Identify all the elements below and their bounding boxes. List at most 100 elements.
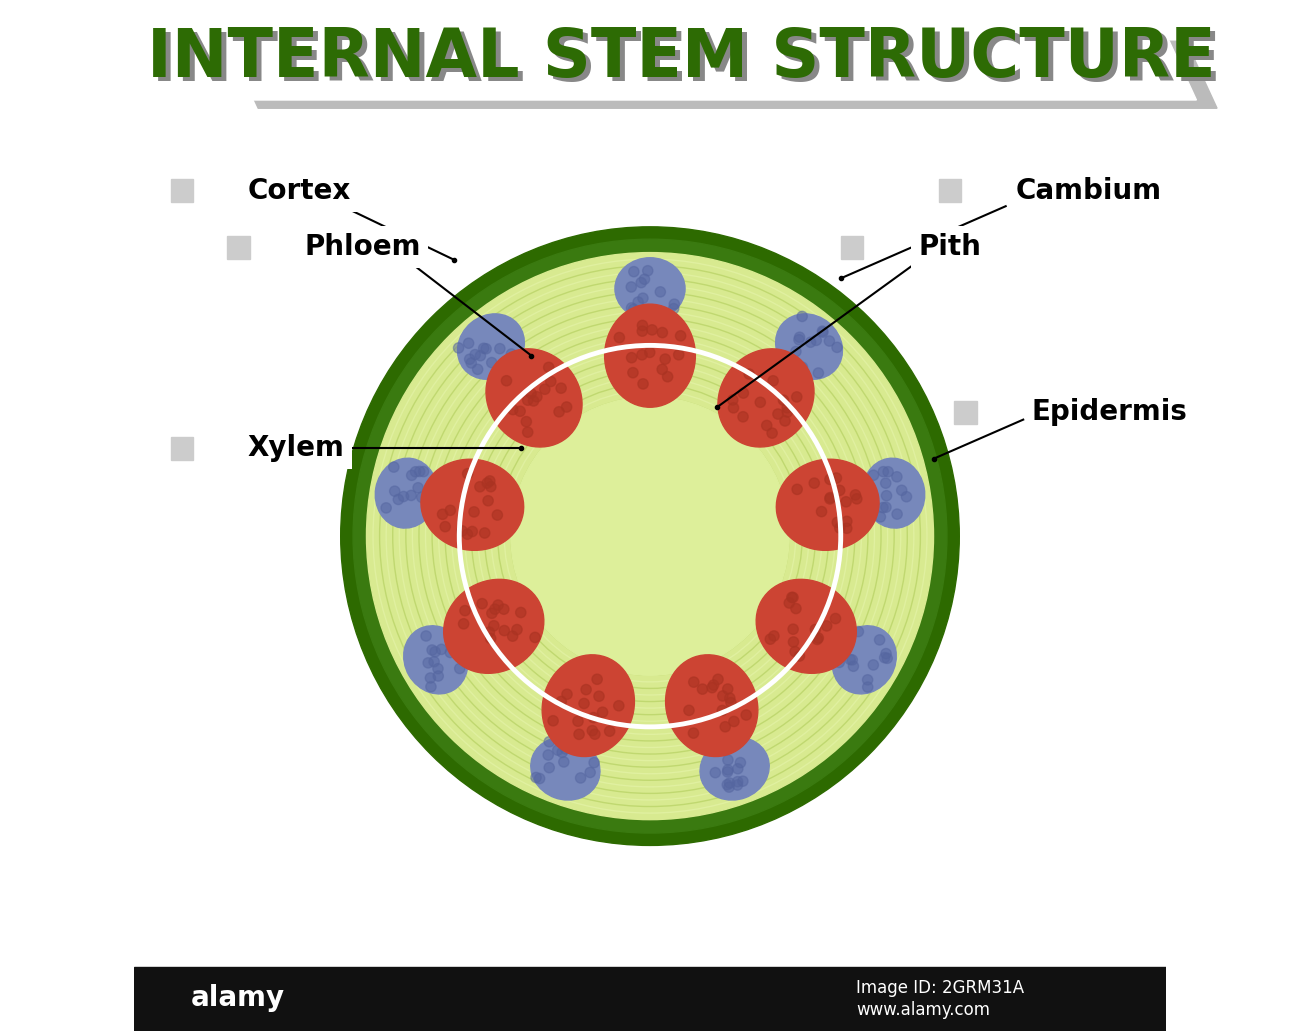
Circle shape bbox=[724, 777, 734, 788]
Ellipse shape bbox=[863, 458, 924, 528]
Circle shape bbox=[499, 626, 510, 636]
Circle shape bbox=[413, 483, 424, 493]
Circle shape bbox=[454, 342, 464, 353]
Circle shape bbox=[892, 471, 902, 481]
Circle shape bbox=[723, 684, 733, 694]
Ellipse shape bbox=[458, 313, 524, 379]
Circle shape bbox=[629, 304, 638, 314]
Circle shape bbox=[573, 717, 584, 727]
Circle shape bbox=[562, 689, 572, 699]
Circle shape bbox=[490, 604, 501, 614]
Circle shape bbox=[411, 467, 421, 477]
Circle shape bbox=[879, 466, 888, 476]
Circle shape bbox=[546, 376, 556, 387]
Circle shape bbox=[523, 427, 533, 437]
Circle shape bbox=[768, 631, 779, 641]
Circle shape bbox=[663, 371, 673, 381]
Circle shape bbox=[636, 277, 646, 288]
Circle shape bbox=[814, 368, 823, 378]
Circle shape bbox=[822, 621, 832, 631]
Ellipse shape bbox=[542, 655, 634, 757]
Circle shape bbox=[810, 625, 820, 635]
Circle shape bbox=[485, 475, 495, 486]
Ellipse shape bbox=[832, 626, 896, 694]
Circle shape bbox=[455, 663, 465, 673]
Circle shape bbox=[729, 717, 740, 727]
Circle shape bbox=[367, 253, 933, 820]
Circle shape bbox=[723, 755, 733, 765]
Circle shape bbox=[354, 239, 946, 833]
Circle shape bbox=[878, 502, 888, 512]
Circle shape bbox=[481, 343, 491, 354]
Circle shape bbox=[818, 327, 828, 337]
Circle shape bbox=[868, 660, 879, 670]
Circle shape bbox=[767, 428, 777, 438]
Circle shape bbox=[852, 494, 862, 504]
Circle shape bbox=[559, 757, 569, 767]
Circle shape bbox=[835, 486, 845, 496]
Circle shape bbox=[736, 758, 746, 768]
Circle shape bbox=[530, 772, 541, 783]
Circle shape bbox=[471, 350, 480, 360]
Circle shape bbox=[848, 655, 858, 665]
Circle shape bbox=[543, 750, 554, 760]
Circle shape bbox=[407, 470, 417, 480]
Circle shape bbox=[831, 473, 841, 484]
Ellipse shape bbox=[530, 737, 601, 800]
Circle shape bbox=[633, 297, 644, 307]
Circle shape bbox=[850, 490, 861, 500]
Ellipse shape bbox=[604, 304, 696, 407]
Circle shape bbox=[480, 528, 490, 538]
Circle shape bbox=[637, 350, 647, 360]
Circle shape bbox=[556, 696, 567, 706]
Circle shape bbox=[707, 683, 718, 693]
Circle shape bbox=[728, 395, 738, 405]
Circle shape bbox=[722, 779, 732, 790]
Circle shape bbox=[393, 494, 403, 504]
Circle shape bbox=[788, 624, 798, 634]
Circle shape bbox=[486, 358, 497, 368]
Circle shape bbox=[426, 644, 437, 655]
Circle shape bbox=[502, 375, 512, 386]
Ellipse shape bbox=[699, 737, 770, 800]
Circle shape bbox=[528, 396, 538, 406]
Text: INTERNAL STEM STRUCTURE: INTERNAL STEM STRUCTURE bbox=[147, 25, 1216, 91]
Circle shape bbox=[467, 358, 477, 368]
Ellipse shape bbox=[776, 459, 879, 551]
Circle shape bbox=[433, 664, 443, 674]
Circle shape bbox=[868, 470, 879, 480]
Circle shape bbox=[486, 608, 497, 619]
Text: Cambium: Cambium bbox=[1017, 176, 1162, 205]
Circle shape bbox=[841, 517, 852, 527]
Circle shape bbox=[792, 392, 802, 402]
Circle shape bbox=[590, 729, 601, 739]
Circle shape bbox=[576, 773, 586, 784]
Bar bbox=[954, 401, 976, 424]
Circle shape bbox=[467, 527, 477, 537]
Circle shape bbox=[723, 767, 733, 777]
Circle shape bbox=[464, 354, 474, 364]
Circle shape bbox=[437, 644, 447, 655]
Circle shape bbox=[638, 378, 649, 389]
Circle shape bbox=[486, 481, 497, 492]
Bar bbox=[170, 179, 194, 202]
Circle shape bbox=[710, 767, 720, 777]
Circle shape bbox=[790, 346, 801, 357]
Circle shape bbox=[724, 693, 734, 703]
Circle shape bbox=[430, 646, 441, 657]
Circle shape bbox=[433, 671, 443, 681]
Circle shape bbox=[426, 681, 436, 692]
Circle shape bbox=[780, 415, 790, 426]
Circle shape bbox=[482, 478, 493, 489]
Circle shape bbox=[723, 765, 733, 775]
Circle shape bbox=[816, 506, 827, 517]
Circle shape bbox=[684, 705, 694, 716]
Text: INTERNAL STEM STRUCTURE: INTERNAL STEM STRUCTURE bbox=[152, 29, 1221, 95]
Bar bbox=[227, 236, 250, 259]
Circle shape bbox=[708, 679, 719, 690]
Circle shape bbox=[614, 701, 624, 711]
Circle shape bbox=[724, 781, 734, 792]
Circle shape bbox=[534, 773, 545, 784]
Circle shape bbox=[495, 343, 504, 354]
Circle shape bbox=[845, 655, 855, 665]
